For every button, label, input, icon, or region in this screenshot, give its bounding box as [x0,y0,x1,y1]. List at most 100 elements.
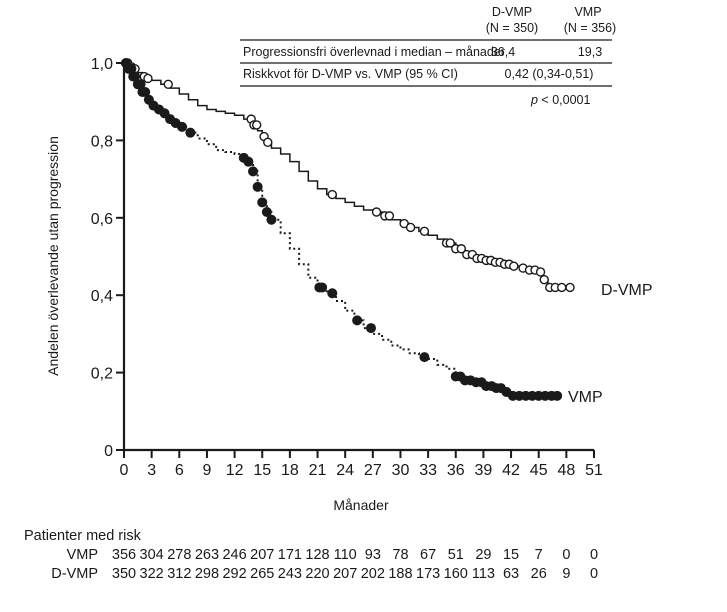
p-text: < 0,0001 [538,93,591,107]
at-risk-value-d-vmp: 113 [472,566,495,582]
y-tick-label: 0,4 [91,288,113,305]
p-value: p < 0,0001 [530,93,590,107]
x-tick-label: 6 [175,462,184,479]
censor-mark-d-vmp [384,211,395,221]
censor-mark-d-vmp [405,222,416,233]
col-header-dvmp-n: (N = 350) [486,21,538,35]
censor-mark-d-vmp [419,226,430,237]
censor-mark-d-vmp [143,73,153,84]
censor-mark-d-vmp [445,238,455,248]
at-risk-value-vmp: 263 [195,547,219,563]
censor-mark-vmp [126,63,137,74]
x-tick-label: 27 [364,462,382,479]
at-risk-value-vmp: 128 [305,547,329,563]
x-tick-label: 36 [447,462,465,479]
at-risk-title: Patienter med risk [24,528,142,544]
at-risk-value-d-vmp: 160 [444,566,468,582]
at-risk-value-d-vmp: 298 [195,566,219,582]
at-risk-value-d-vmp: 322 [140,566,164,582]
x-tick-label: 33 [419,462,437,479]
x-tick-label: 0 [120,462,129,479]
censor-mark-d-vmp [509,261,519,271]
censor-mark-d-vmp [557,282,567,293]
censor-mark-vmp [252,181,263,192]
col-header-vmp: VMP [574,5,601,19]
at-risk-value-vmp: 0 [562,547,570,563]
censor-mark-d-vmp [263,137,273,148]
x-tick-label: 24 [336,462,354,479]
at-risk-value-d-vmp: 202 [361,566,385,582]
row-median-dvmp: 36,4 [491,45,515,59]
y-tick-label: 0,6 [91,211,113,228]
x-tick-label: 51 [585,462,603,479]
x-tick-label: 30 [392,462,410,479]
censor-mark-vmp [140,87,151,98]
at-risk-value-d-vmp: 26 [531,566,547,582]
censor-mark-d-vmp [252,120,262,130]
y-tick-label: 0 [104,443,113,460]
col-header-dvmp: D-VMP [492,5,532,19]
at-risk-value-vmp: 7 [535,547,543,563]
at-risk-value-d-vmp: 292 [222,566,246,582]
at-risk-value-d-vmp: 0 [590,566,598,582]
censor-mark-vmp [135,79,146,90]
at-risk-value-d-vmp: 265 [250,566,274,582]
x-tick-label: 21 [309,462,327,479]
x-tick-label: 12 [226,462,244,479]
y-tick-label: 1,0 [91,56,113,73]
censor-mark-vmp [365,323,376,334]
censor-mark-vmp [327,288,338,299]
censor-mark-d-vmp [456,244,466,254]
axes: 00,20,40,60,81,00 3 6 9 12 15 18 21 24 27 30 33 36 39… [91,56,603,479]
at-risk-value-d-vmp: 312 [167,566,191,582]
row-median-label: Progressionsfri överlevnad i median – må… [243,45,505,59]
at-risk-value-vmp: 171 [278,547,302,563]
x-axis-label: Månader [333,497,389,513]
at-risk-value-d-vmp: 63 [503,566,519,582]
series-label-vmp: VMP [568,389,603,406]
censor-mark-vmp [130,71,141,82]
at-risk-value-vmp: 304 [140,547,164,563]
at-risk-value-d-vmp: 243 [278,566,302,582]
at-risk-value-d-vmp: 9 [562,566,570,582]
at-risk-label-vmp: VMP [67,547,98,563]
at-risk-value-vmp: 246 [222,547,246,563]
row-hr-label: Riskkvot för D-VMP vs. VMP (95 % CI) [243,67,458,81]
at-risk-value-vmp: 110 [334,547,357,563]
y-axis-label: Andelen överlevande utan progression [45,136,61,376]
x-tick-label: 42 [502,462,520,479]
row-median-vmp: 19,3 [578,45,602,59]
at-risk-value-vmp: 207 [250,547,274,563]
at-risk-value-vmp: 93 [365,547,381,563]
series-line-d-vmp [124,62,567,289]
censor-mark-vmp [257,197,268,208]
series-label-dvmp: D-VMP [601,282,653,299]
x-tick-label: 9 [202,462,211,479]
at-risk-value-d-vmp: 173 [416,566,440,582]
censor-mark-vmp [177,121,188,132]
censor-mark-d-vmp [327,189,337,200]
censor-mark-vmp [185,127,196,138]
x-tick-label: 48 [557,462,575,479]
x-tick-label: 18 [281,462,299,479]
at-risk-value-vmp: 0 [590,547,598,563]
series-layer [120,58,575,401]
at-risk-value-vmp: 29 [475,547,491,563]
summary-table: D-VMP (N = 350) VMP (N = 356) Progressio… [240,5,616,107]
censor-mark-d-vmp [565,282,575,293]
censor-mark-vmp [317,282,328,293]
at-risk-value-d-vmp: 350 [112,566,136,582]
censor-mark-d-vmp [539,275,549,285]
row-hr-value: 0,42 (0,34-0,51) [505,67,594,81]
at-risk-value-vmp: 78 [392,547,408,563]
censor-mark-d-vmp [371,207,382,217]
censor-mark-d-vmp [163,79,173,89]
censor-mark-vmp [552,390,563,401]
at-risk-value-vmp: 356 [112,547,136,563]
at-risk-value-vmp: 15 [503,547,519,563]
at-risk-value-vmp: 278 [167,547,191,563]
censor-mark-vmp [243,156,254,167]
y-tick-label: 0,2 [91,366,113,383]
